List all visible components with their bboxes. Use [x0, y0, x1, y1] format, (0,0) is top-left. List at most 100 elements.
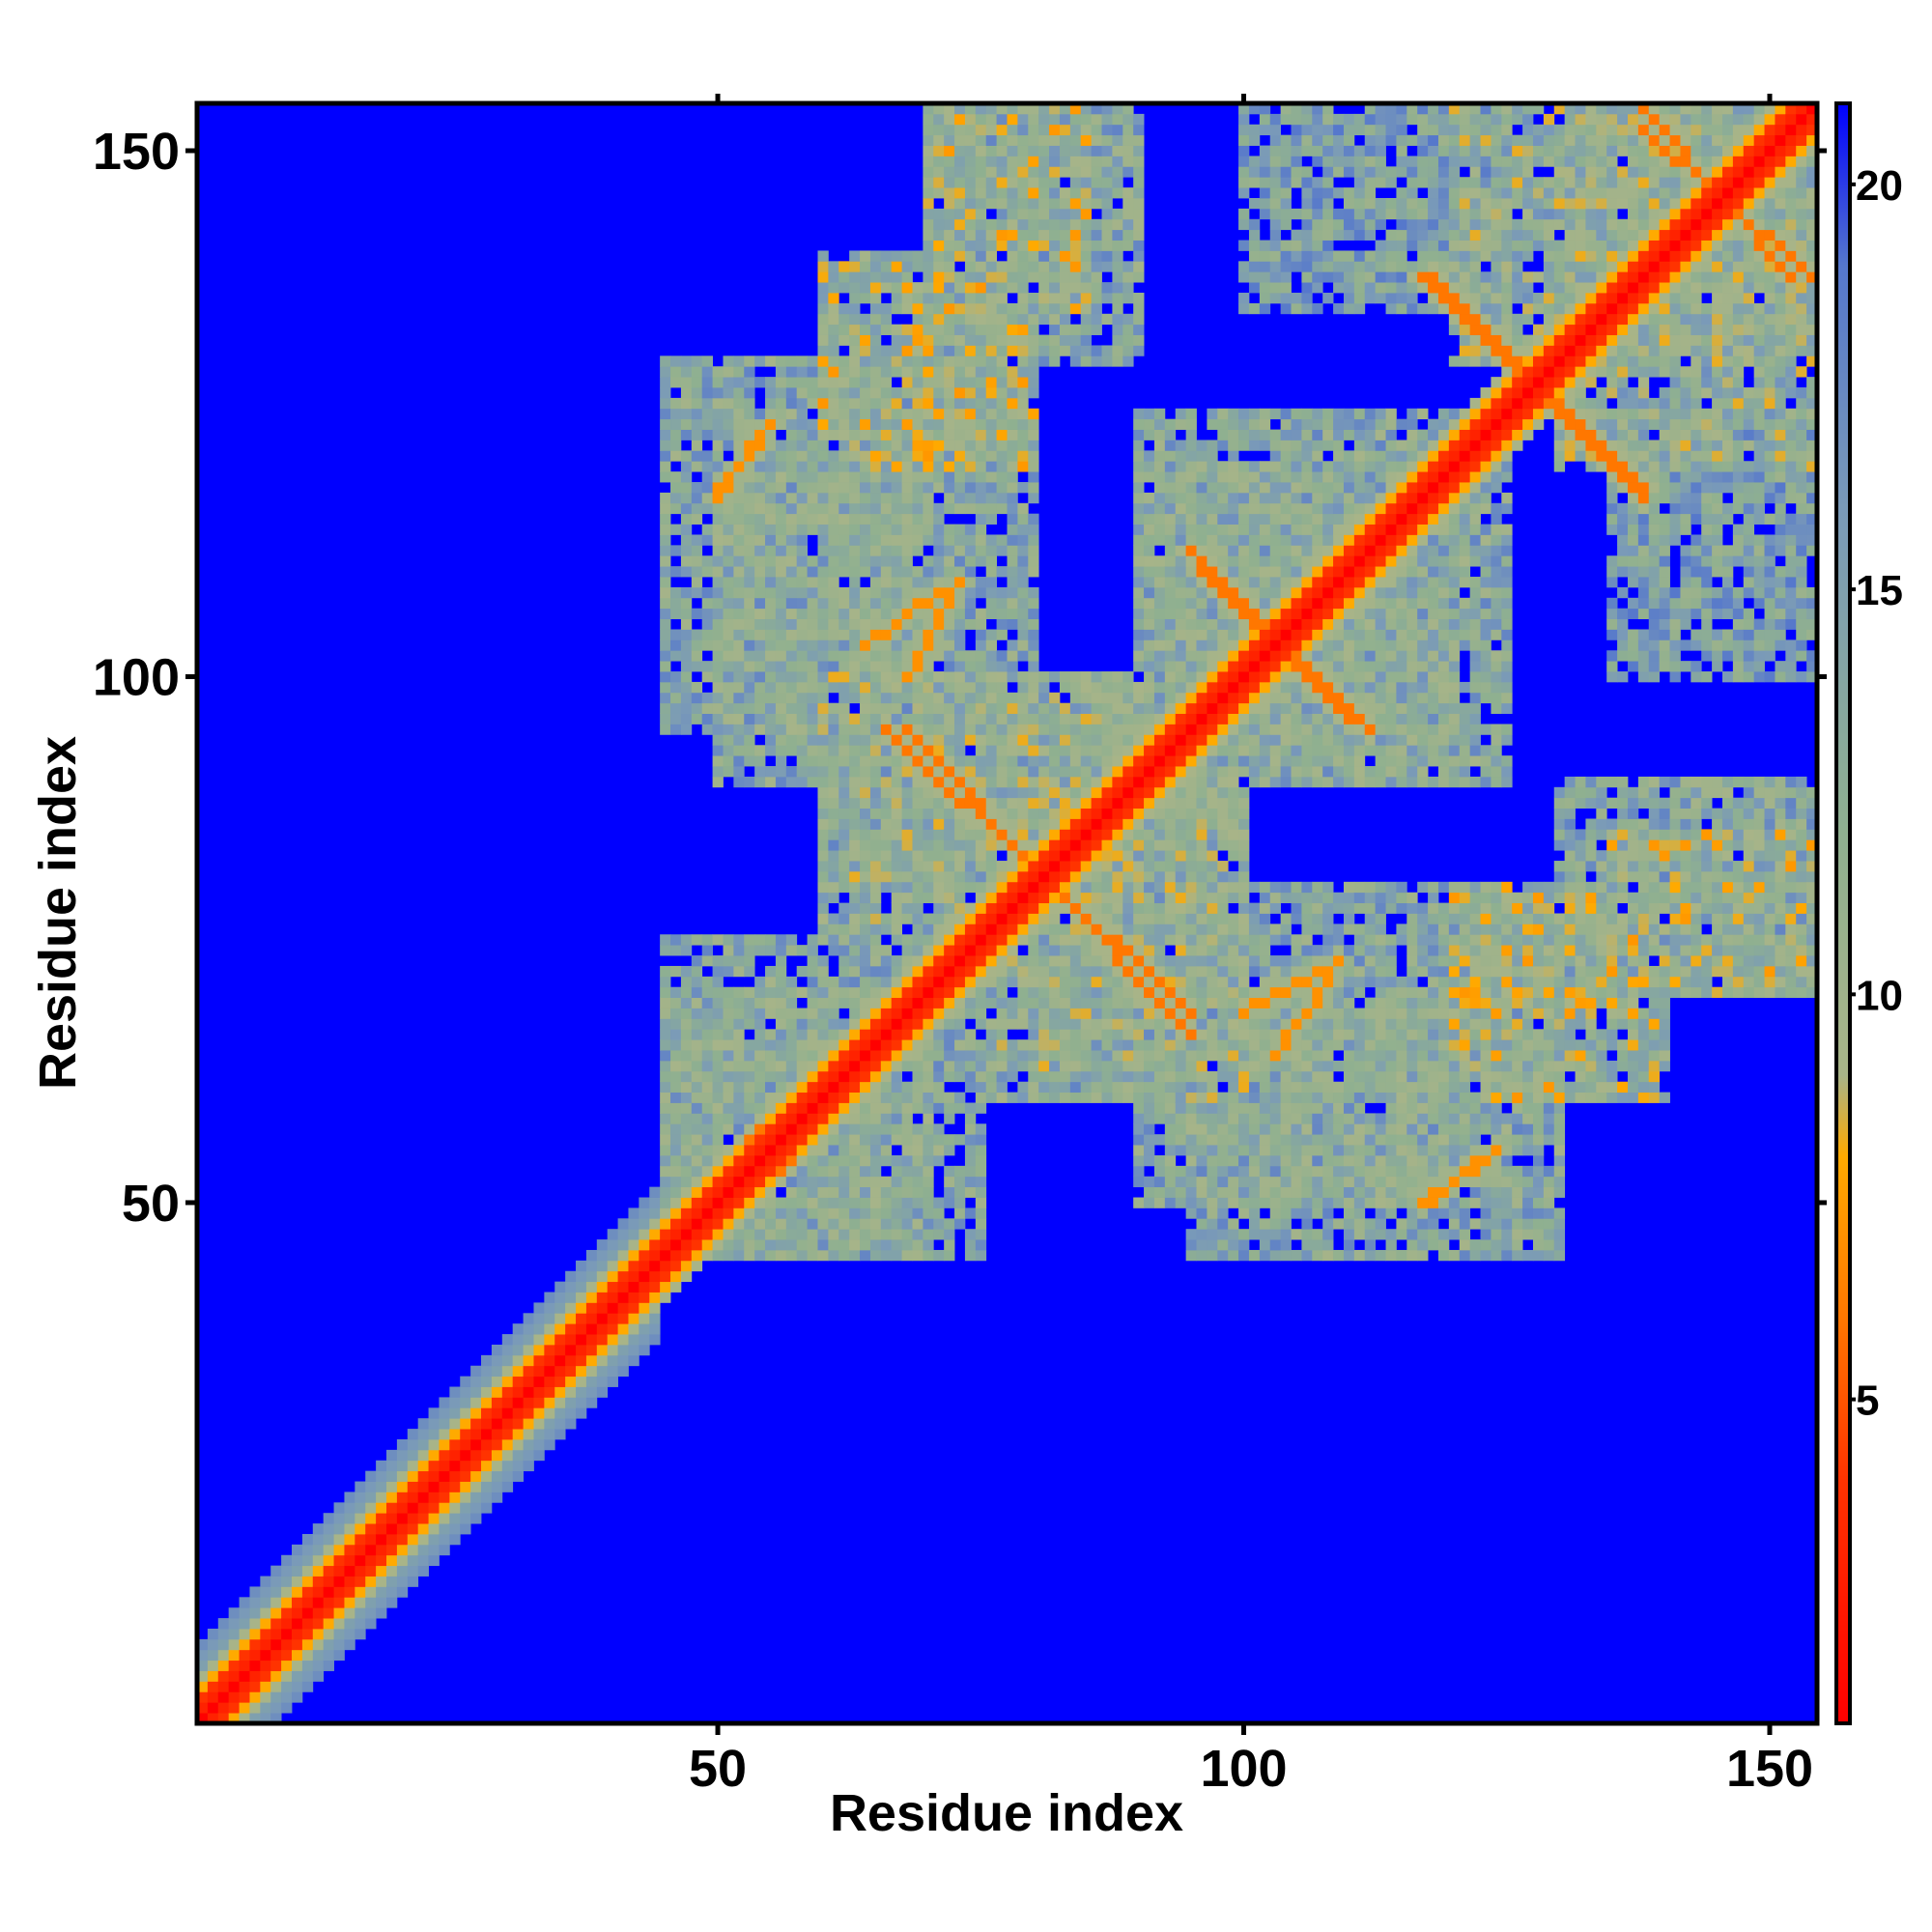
- heatmap-cell: [217, 1660, 230, 1671]
- heatmap-cell: [1017, 923, 1029, 935]
- heatmap-cell: [733, 713, 745, 724]
- heatmap-cell: [607, 1292, 618, 1303]
- heatmap-cell: [1185, 650, 1197, 662]
- heatmap-cell: [1196, 502, 1208, 515]
- heatmap-cell: [1153, 945, 1166, 956]
- heatmap-cell: [838, 1218, 850, 1230]
- heatmap-cell: [733, 608, 745, 619]
- heatmap-cell: [1028, 1081, 1039, 1094]
- heatmap-cell: [996, 955, 1008, 967]
- heatmap-cell: [439, 1407, 450, 1419]
- heatmap-cell: [785, 1113, 798, 1124]
- heatmap-cell: [312, 1660, 325, 1671]
- heatmap-cell: [670, 1123, 682, 1135]
- heatmap-cell: [1028, 766, 1039, 778]
- heatmap-cell: [1133, 240, 1145, 251]
- heatmap-cell: [923, 345, 934, 356]
- heatmap-cell: [617, 1313, 629, 1324]
- heatmap-cell: [1175, 1145, 1187, 1156]
- heatmap-cell: [1164, 870, 1177, 883]
- heatmap-cell: [975, 577, 987, 588]
- heatmap-cell: [880, 545, 893, 556]
- heatmap-cell: [754, 671, 766, 683]
- heatmap-cell: [828, 408, 839, 420]
- heatmap-cell: [869, 1218, 882, 1230]
- heatmap-cell: [680, 1208, 693, 1219]
- heatmap-cell: [954, 482, 966, 494]
- heatmap-cell: [891, 786, 902, 799]
- heatmap-cell: [1101, 829, 1113, 840]
- heatmap-cell: [1038, 1092, 1050, 1103]
- heatmap-cell: [1153, 524, 1166, 535]
- heatmap-cell: [680, 702, 693, 714]
- heatmap-cell: [1101, 261, 1113, 272]
- heatmap-cell: [954, 913, 966, 924]
- heatmap-cell: [912, 293, 923, 304]
- heatmap-cell: [660, 377, 671, 388]
- heatmap-cell: [1059, 881, 1071, 894]
- heatmap-cell: [754, 639, 766, 651]
- heatmap-cell: [1228, 702, 1239, 714]
- heatmap-cell: [828, 1092, 839, 1103]
- heatmap-cell: [944, 1239, 955, 1251]
- heatmap-cell: [860, 945, 871, 956]
- heatmap-cell: [1228, 408, 1239, 420]
- heatmap-cell: [869, 1070, 882, 1083]
- heatmap-cell: [775, 1249, 787, 1262]
- heatmap-cell: [912, 955, 923, 967]
- heatmap-cell: [1196, 829, 1208, 840]
- heatmap-cell: [660, 566, 671, 578]
- heatmap-cell: [838, 818, 850, 830]
- heatmap-cell: [838, 639, 850, 651]
- heatmap-cell: [1185, 608, 1197, 619]
- heatmap-cell: [1228, 502, 1239, 515]
- heatmap-cell: [596, 1249, 609, 1262]
- heatmap-cell: [712, 776, 724, 788]
- heatmap-cell: [660, 440, 671, 451]
- heatmap-cell: [323, 1618, 334, 1630]
- heatmap-cell: [1153, 1197, 1166, 1208]
- heatmap-cell: [1144, 1145, 1155, 1156]
- heatmap-cell: [912, 1229, 923, 1240]
- heatmap-cell: [1175, 892, 1187, 904]
- heatmap-cell: [1122, 334, 1134, 346]
- heatmap-cell: [1228, 461, 1239, 472]
- heatmap-cell: [1101, 1029, 1113, 1040]
- heatmap-cell: [944, 945, 955, 956]
- heatmap-cell: [775, 1039, 787, 1051]
- heatmap-cell: [933, 861, 945, 872]
- heatmap-cell: [765, 408, 777, 420]
- heatmap-cell: [733, 492, 745, 504]
- heatmap-cell: [985, 724, 998, 735]
- heatmap-cell: [785, 1176, 798, 1188]
- heatmap-cell: [576, 1365, 587, 1378]
- heatmap-cell: [912, 839, 923, 851]
- heatmap-cell: [923, 229, 934, 241]
- heatmap-cell: [933, 113, 945, 126]
- heatmap-cell: [860, 1154, 871, 1167]
- heatmap-cell: [754, 555, 766, 567]
- heatmap-cell: [1185, 671, 1197, 683]
- heatmap-cell: [933, 566, 945, 578]
- heatmap-cell: [1144, 1081, 1155, 1094]
- heatmap-cell: [1196, 965, 1208, 978]
- heatmap-cell: [386, 1523, 398, 1535]
- heatmap-cell: [1133, 471, 1145, 483]
- heatmap-cell: [1122, 124, 1134, 136]
- heatmap-cell: [901, 734, 913, 746]
- heatmap-cell: [754, 1165, 766, 1178]
- heatmap-cell: [1144, 870, 1155, 883]
- heatmap-cell: [1196, 1197, 1208, 1208]
- heatmap-cell: [1144, 597, 1155, 610]
- heatmap-cell: [501, 1481, 514, 1492]
- heatmap-cell: [880, 671, 893, 683]
- heatmap-cell: [880, 681, 893, 694]
- heatmap-cell: [1144, 534, 1155, 546]
- heatmap-cell: [1038, 113, 1050, 126]
- heatmap-cell: [1164, 808, 1177, 819]
- heatmap-cell: [775, 934, 787, 946]
- heatmap-cell: [1091, 355, 1102, 367]
- heatmap-cell: [891, 1176, 902, 1188]
- heatmap-cell: [712, 555, 724, 567]
- heatmap-cell: [923, 555, 934, 567]
